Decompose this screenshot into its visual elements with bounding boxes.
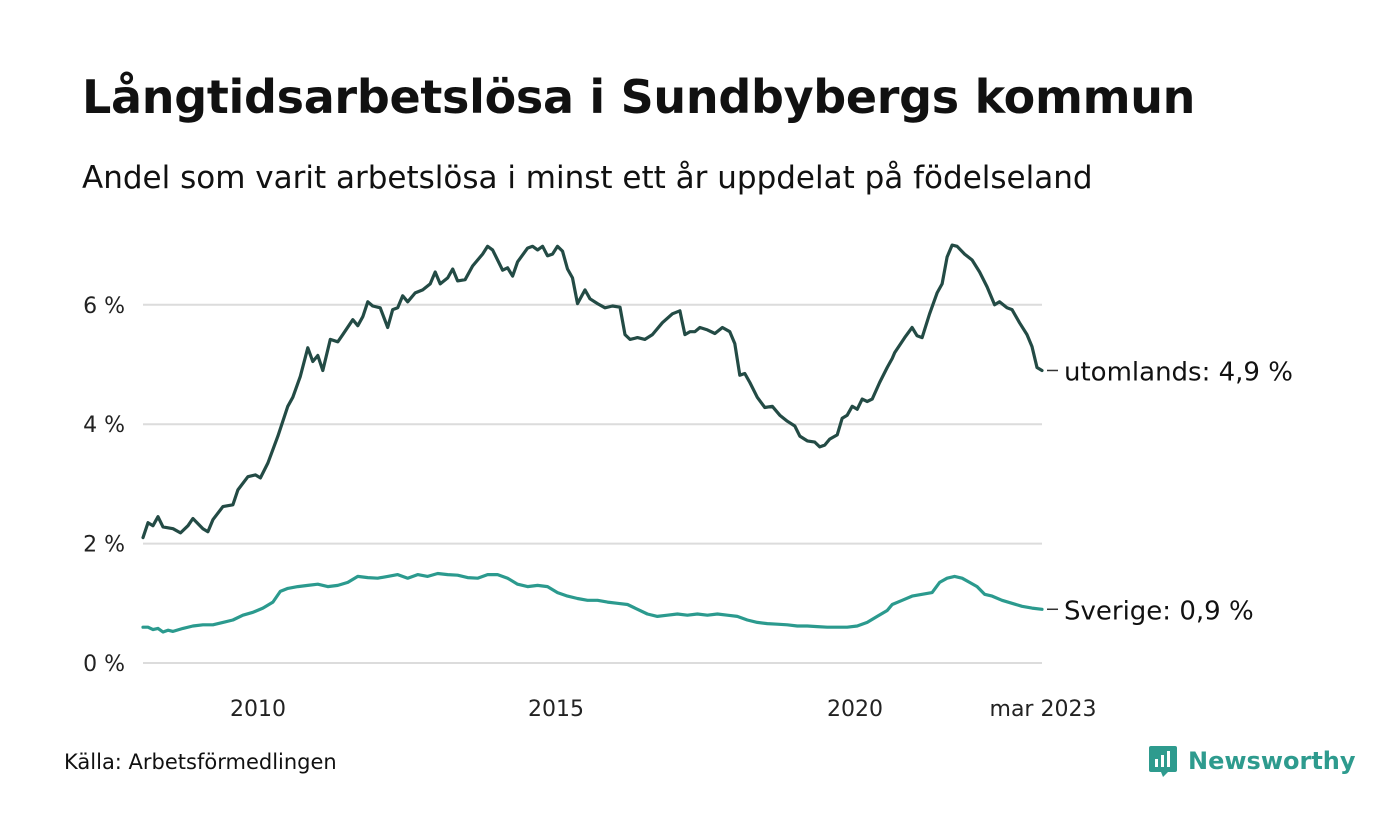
end-label-utomlands: utomlands: 4,9 % xyxy=(1064,357,1293,387)
chart-title: Långtidsarbetslösa i Sundbybergs kommun xyxy=(82,70,1196,124)
series-line-sverige xyxy=(141,571,1044,634)
source-note: Källa: Arbetsförmedlingen xyxy=(64,750,337,774)
x-axis-ticks: 2010 2015 2020 mar 2023 xyxy=(230,697,1096,722)
y-axis-ticks: 0 % 2 % 4 % 6 % xyxy=(83,294,125,677)
newsworthy-logo-icon xyxy=(1149,746,1177,777)
y-tick-label: 2 % xyxy=(83,533,125,558)
x-tick-label: mar 2023 xyxy=(990,697,1097,722)
series-end-labels: utomlands: 4,9 % Sverige: 0,9 % xyxy=(1047,357,1293,626)
x-tick-label: 2010 xyxy=(230,697,286,722)
brand-name: Newsworthy xyxy=(1188,747,1356,775)
x-tick-label: 2015 xyxy=(528,697,584,722)
brand-logo: Newsworthy xyxy=(1148,744,1356,778)
y-tick-label: 4 % xyxy=(83,413,125,438)
series-line-utomlands xyxy=(141,243,1044,540)
y-tick-label: 0 % xyxy=(83,652,125,677)
x-tick-label: 2020 xyxy=(827,697,883,722)
end-label-sverige: Sverige: 0,9 % xyxy=(1064,596,1254,626)
chart-subtitle: Andel som varit arbetslösa i minst ett å… xyxy=(82,160,1093,196)
series-lines xyxy=(141,243,1044,634)
gridlines xyxy=(143,303,1042,664)
y-tick-label: 6 % xyxy=(83,294,125,319)
